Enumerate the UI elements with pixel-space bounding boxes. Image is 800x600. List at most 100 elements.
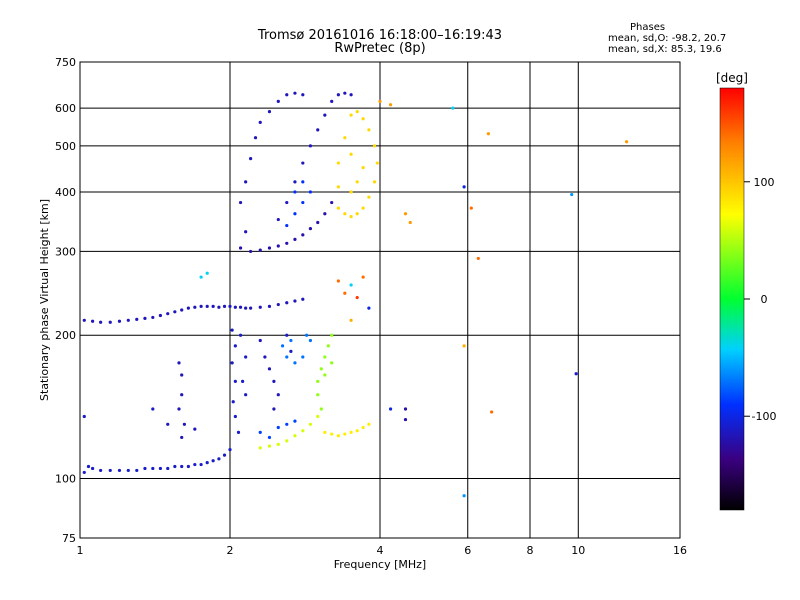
data-point: [244, 306, 248, 310]
x-tick-label: 4: [377, 544, 384, 557]
data-point: [343, 291, 347, 295]
y-tick-label: 600: [55, 102, 76, 115]
data-point: [403, 212, 408, 216]
data-point: [276, 302, 280, 307]
y-axis-label: Stationary phase Virtual Height [km]: [38, 199, 51, 401]
data-point: [285, 301, 289, 305]
data-point: [308, 422, 313, 426]
colorbar-tick-label: 100: [754, 176, 775, 189]
data-point: [182, 422, 186, 426]
plot-frame: [79, 61, 681, 539]
data-point: [305, 333, 309, 337]
data-point: [193, 305, 197, 309]
data-point: [336, 185, 340, 189]
data-point: [272, 407, 276, 411]
data-point: [86, 464, 91, 469]
data-point: [301, 233, 305, 237]
data-point: [361, 117, 365, 121]
data-point: [301, 355, 305, 359]
data-point: [330, 432, 334, 436]
data-point: [193, 427, 197, 431]
data-point: [355, 110, 359, 114]
data-point: [205, 461, 209, 465]
data-point: [490, 410, 494, 414]
data-point: [222, 304, 227, 308]
y-tick-label: 200: [55, 329, 76, 342]
data-point: [211, 304, 215, 308]
data-point: [151, 315, 155, 320]
data-point: [158, 313, 163, 318]
data-point: [244, 393, 248, 397]
data-point: [349, 283, 353, 287]
data-point: [186, 464, 190, 469]
data-point: [217, 305, 221, 309]
data-point: [378, 99, 382, 103]
data-point: [244, 180, 248, 184]
data-point: [244, 230, 248, 234]
data-point: [301, 429, 305, 433]
data-point: [233, 379, 237, 383]
data-point: [367, 195, 371, 199]
data-point: [349, 190, 353, 194]
data-point: [388, 103, 393, 107]
data-point: [238, 246, 243, 250]
data-point: [267, 444, 272, 448]
data-point: [258, 120, 262, 124]
x-tick-label: 16: [673, 544, 687, 557]
data-point: [82, 318, 86, 322]
data-point: [308, 227, 313, 231]
data-point: [316, 414, 320, 419]
data-point: [349, 318, 353, 322]
data-point: [367, 306, 371, 310]
grid-lines: [80, 62, 680, 538]
data-point: [166, 422, 170, 426]
data-point: [367, 128, 371, 132]
data-point: [249, 306, 253, 310]
data-points: [82, 91, 629, 498]
data-point: [355, 212, 359, 216]
data-point: [293, 180, 297, 184]
data-point: [308, 190, 313, 194]
data-point: [326, 344, 330, 348]
data-point: [375, 161, 379, 165]
data-point: [143, 466, 147, 471]
data-point: [476, 256, 480, 261]
data-point: [230, 361, 234, 365]
data-point: [108, 320, 112, 324]
data-point: [222, 453, 227, 457]
data-point: [336, 434, 340, 438]
data-point: [241, 379, 245, 383]
data-point: [180, 464, 184, 469]
data-point: [258, 338, 262, 343]
y-tick-label: 300: [55, 245, 76, 258]
data-point: [272, 379, 276, 383]
data-point: [276, 425, 280, 430]
data-point: [233, 344, 237, 348]
data-point: [323, 430, 327, 434]
data-point: [177, 407, 181, 411]
data-point: [486, 132, 490, 136]
data-point: [336, 161, 340, 165]
data-point: [180, 373, 184, 377]
data-point: [267, 435, 272, 440]
data-point: [117, 319, 122, 323]
data-point: [301, 93, 305, 97]
data-point: [343, 432, 347, 436]
data-point: [285, 422, 289, 426]
data-point: [319, 367, 323, 371]
data-point: [267, 304, 272, 308]
data-point: [135, 317, 139, 321]
data-point: [336, 279, 340, 283]
data-point: [323, 373, 327, 377]
colorbar-ticks: 100 0 -100: [744, 176, 776, 423]
data-point: [166, 312, 170, 316]
data-point: [267, 367, 272, 371]
chart-title: Tromsø 20161016 16:18:00–16:19:43: [257, 28, 503, 43]
phase-info-x-mode: mean, sd,X: 85.3, 19.6: [608, 44, 722, 55]
data-point: [361, 425, 365, 430]
data-point: [205, 271, 209, 275]
data-point: [193, 462, 197, 467]
data-point: [143, 316, 147, 320]
data-point: [253, 136, 258, 140]
